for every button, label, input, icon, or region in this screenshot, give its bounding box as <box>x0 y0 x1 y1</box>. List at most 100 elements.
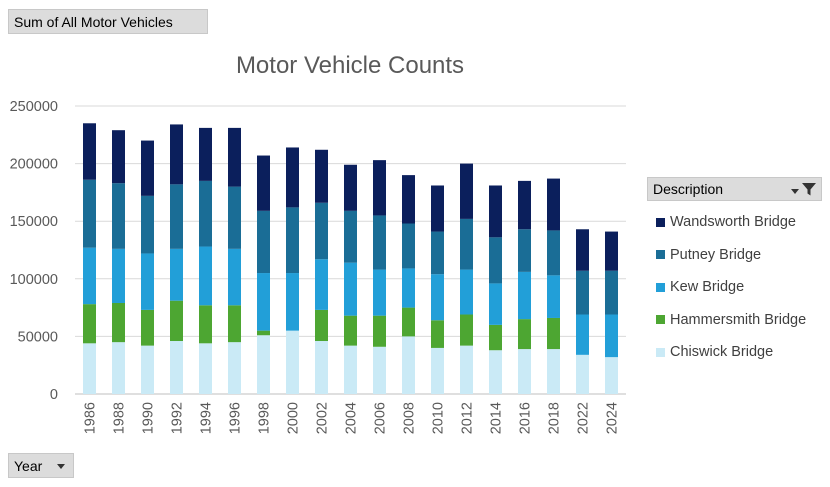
bar-segment <box>228 342 241 394</box>
pivot-value-field-button[interactable]: Sum of All Motor Vehicles <box>8 9 208 34</box>
x-tick-label: 1992 <box>170 402 186 434</box>
bar-segment <box>460 163 473 219</box>
bar-segment <box>141 140 154 196</box>
bar-segment <box>286 273 299 331</box>
bar-segment <box>315 309 328 342</box>
bar-segment <box>170 341 183 394</box>
x-tick-label: 2018 <box>547 402 563 434</box>
legend-swatch <box>656 217 665 227</box>
bar-segment <box>170 124 183 185</box>
bar-segment <box>518 319 531 350</box>
bar-segment <box>344 262 357 316</box>
bar-segment <box>344 315 357 346</box>
bar-segment <box>315 259 328 310</box>
bar-segment <box>141 195 154 254</box>
bar-segment <box>170 300 183 342</box>
bar-segment <box>83 304 96 344</box>
x-tick-label: 2002 <box>315 402 331 434</box>
bar-segment <box>170 184 183 249</box>
bar-segment <box>257 155 270 211</box>
bar-segment <box>83 123 96 180</box>
legend-swatch <box>656 347 665 357</box>
legend-label: Chiswick Bridge <box>670 344 774 361</box>
bar-segment <box>431 274 444 321</box>
bar-segment <box>141 309 154 346</box>
bar-segment <box>518 229 531 272</box>
legend-label: Kew Bridge <box>670 279 745 296</box>
bar-segment <box>373 315 386 347</box>
bar-segment <box>199 180 212 247</box>
bar-segment <box>576 354 589 394</box>
bar-segment <box>315 202 328 260</box>
x-tick-label: 2024 <box>605 402 621 434</box>
bar-segment <box>315 149 328 203</box>
bar-segment <box>112 183 125 249</box>
bar-segment <box>460 218 473 270</box>
chart-legend: Wandsworth Bridge Putney Bridge Kew Bridge… <box>656 206 806 369</box>
x-tick-label: 1988 <box>112 402 128 434</box>
legend-field-label: Description <box>653 181 724 197</box>
y-tick-label: 50000 <box>18 329 58 345</box>
bar-segment <box>199 343 212 394</box>
bar-segment <box>373 215 386 270</box>
bar-segment <box>83 343 96 394</box>
bar-segment <box>518 271 531 320</box>
legend-label: Putney Bridge <box>670 246 762 263</box>
y-tick-label: 200000 <box>10 157 58 173</box>
x-tick-label: 2000 <box>286 402 302 434</box>
bar-segment <box>431 347 444 394</box>
bar-segment <box>402 223 415 269</box>
bar-segment <box>286 147 299 208</box>
bar-segment <box>373 269 386 316</box>
x-tick-label: 2006 <box>373 402 389 434</box>
y-tick-label: 100000 <box>10 272 58 288</box>
bar-segment <box>518 349 531 394</box>
x-tick-label: 2016 <box>518 402 534 434</box>
legend-item: Chiswick Bridge <box>656 336 806 369</box>
y-tick-label: 250000 <box>10 99 58 115</box>
bar-segment <box>489 350 502 394</box>
bar-segment <box>518 180 531 230</box>
bar-segment <box>402 175 415 224</box>
x-tick-label: 2022 <box>576 402 592 434</box>
legend-item: Kew Bridge <box>656 271 806 304</box>
bar-segment <box>141 345 154 394</box>
bar-segment <box>199 127 212 181</box>
bar-segment <box>257 335 270 394</box>
bar-segment <box>112 302 125 343</box>
bar-segment <box>489 185 502 238</box>
bar-segment <box>460 314 473 346</box>
pivot-axis-field-button[interactable]: Year <box>8 453 74 478</box>
bar-segment <box>228 127 241 187</box>
axis-field-label: Year <box>14 458 43 474</box>
bar-segment <box>547 230 560 276</box>
value-field-label: Sum of All Motor Vehicles <box>14 14 173 30</box>
x-tick-label: 2014 <box>489 402 505 434</box>
legend-item: Putney Bridge <box>656 239 806 272</box>
legend-label: Wandsworth Bridge <box>670 214 796 231</box>
x-tick-label: 1996 <box>228 402 244 434</box>
bar-segment <box>547 317 560 350</box>
bar-segment <box>547 178 560 231</box>
bar-segment <box>344 210 357 263</box>
bar-segment <box>112 130 125 184</box>
bar-segment <box>83 179 96 248</box>
bar-segment <box>431 185 444 232</box>
pivot-legend-field-button[interactable]: Description <box>647 177 822 201</box>
dropdown-arrow-icon <box>57 464 65 469</box>
bar-segment <box>170 248 183 301</box>
bar-segment <box>286 207 299 274</box>
bar-segment <box>460 345 473 394</box>
dropdown-arrow-icon <box>791 189 799 194</box>
legend-swatch <box>656 315 665 325</box>
legend-swatch <box>656 250 665 260</box>
x-tick-label: 2010 <box>431 402 447 434</box>
bar-segment <box>402 307 415 337</box>
bar-segment <box>576 270 589 315</box>
x-tick-label: 2012 <box>460 402 476 434</box>
bar-segment <box>489 283 502 325</box>
bar-segment <box>315 341 328 394</box>
bar-segment <box>489 237 502 284</box>
bar-segment <box>141 253 154 310</box>
